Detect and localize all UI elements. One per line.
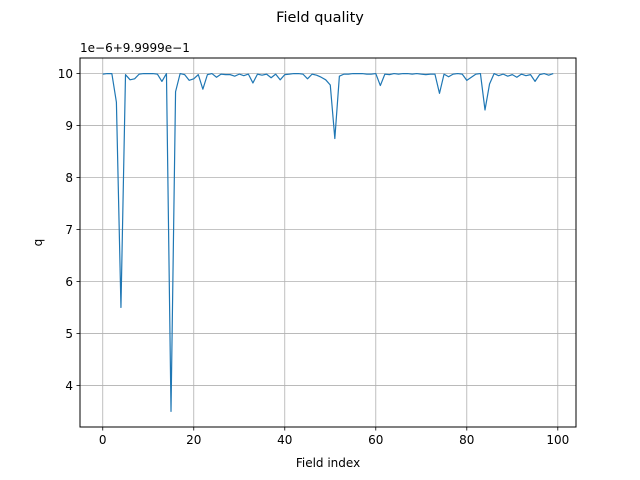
y-axis-ticks: 4 5 6 7 8 9 10: [58, 67, 80, 393]
plot-area: [102, 72, 554, 413]
y-tick-label: 9: [65, 119, 73, 133]
x-tick-label: 40: [277, 433, 292, 447]
y-tick-label: 4: [65, 379, 73, 393]
x-tick-label: 20: [186, 433, 201, 447]
grid-lines: [80, 58, 576, 427]
x-tick-label: 80: [459, 433, 474, 447]
x-axis-label: Field index: [296, 456, 360, 470]
x-axis-ticks: 0 20 40 60 80 100: [99, 427, 569, 447]
x-tick-label: 0: [99, 433, 107, 447]
axes-frame: [79, 57, 577, 428]
y-axis-label: q: [31, 239, 45, 247]
x-tick-label: 60: [368, 433, 383, 447]
y-tick-label: 5: [65, 327, 73, 341]
series-line: [102, 72, 554, 413]
x-tick-label: 100: [546, 433, 569, 447]
y-tick-label: 10: [58, 67, 73, 81]
y-tick-label: 6: [65, 275, 73, 289]
y-tick-label: 7: [65, 223, 73, 237]
y-offset-text: 1e−6+9.9999e−1: [80, 41, 190, 55]
chart-title: Field quality: [276, 10, 364, 26]
y-tick-label: 8: [65, 171, 73, 185]
